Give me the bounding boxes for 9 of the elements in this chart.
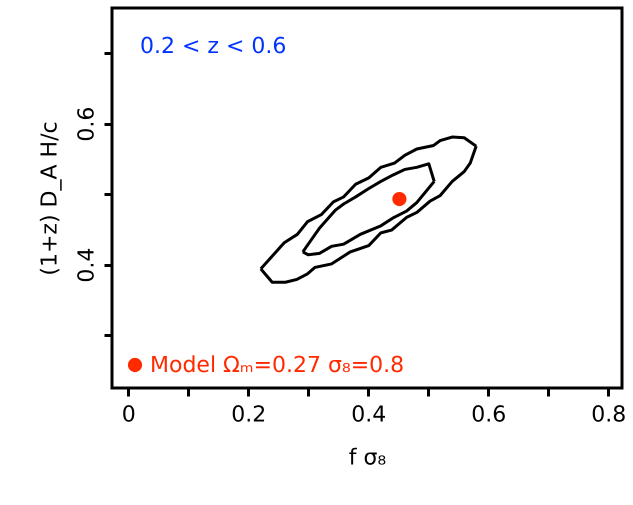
annotation: 0.2 < z < 0.6 <box>140 34 286 59</box>
legend-label: Model Ωₘ=0.27 σ₈=0.8 <box>150 353 404 378</box>
x-tick-label: 0.4 <box>351 402 386 428</box>
y-axis-title: (1+z) D_A H/c <box>38 121 62 276</box>
x-tick-label: 0.2 <box>231 402 266 428</box>
x-tick-label: 0.6 <box>471 402 506 428</box>
x-tick-label: 0 <box>122 402 136 428</box>
x-tick-label: 0.8 <box>591 402 626 428</box>
x-axis-title: f σ₈ <box>348 446 386 470</box>
